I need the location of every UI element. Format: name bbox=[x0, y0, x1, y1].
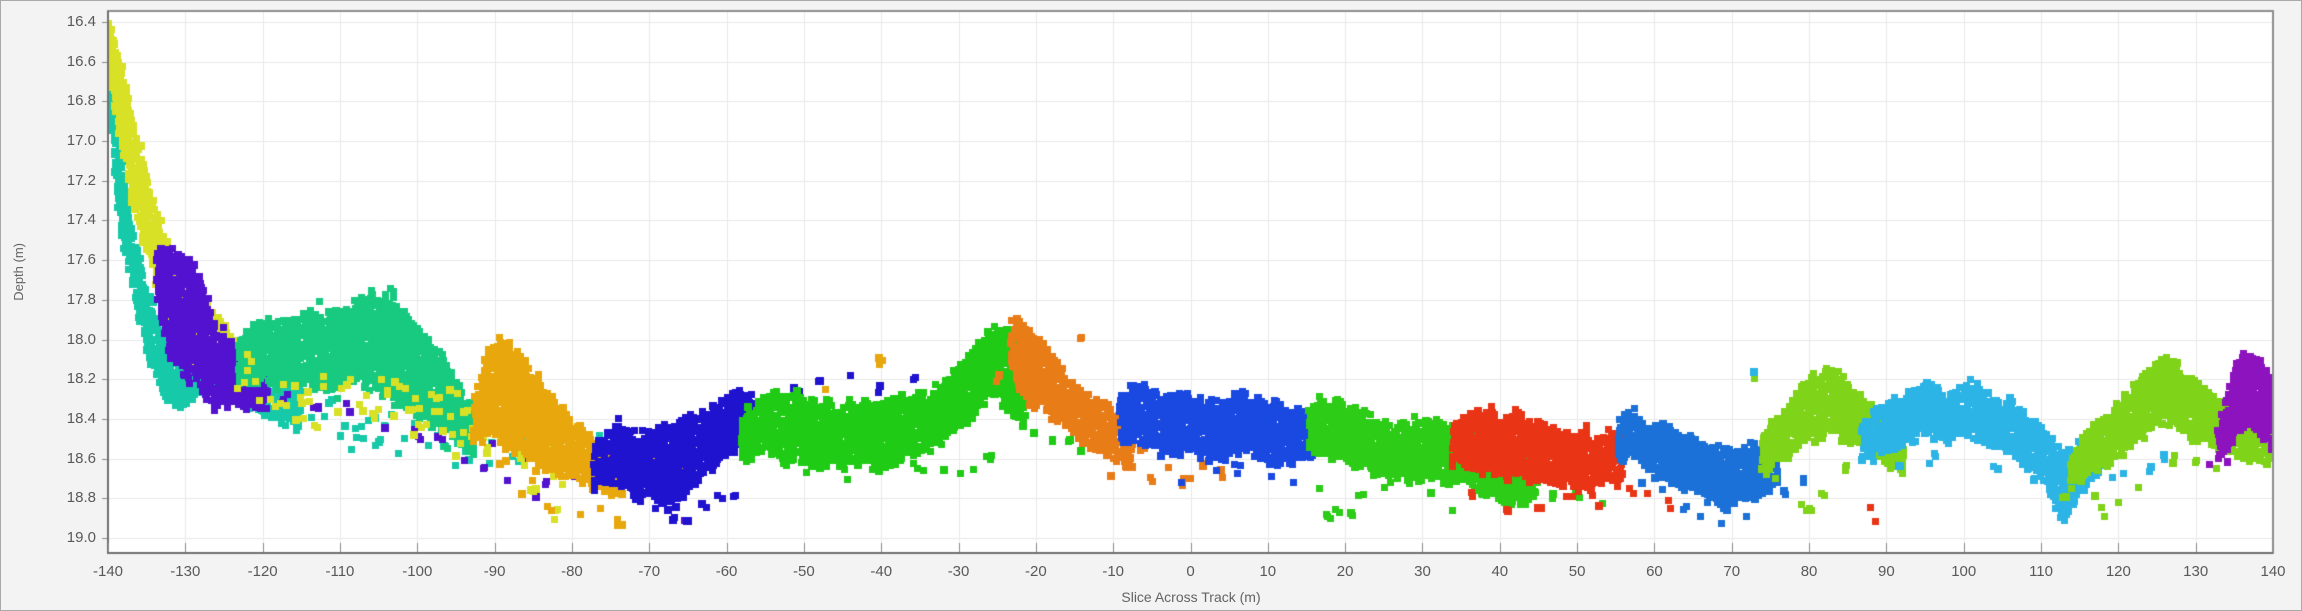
y-tick-label: 19.0 bbox=[66, 529, 96, 547]
x-tick-label: -10 bbox=[1102, 563, 1125, 580]
x-tick-label: -50 bbox=[793, 563, 815, 580]
y-tick-label: 16.4 bbox=[66, 12, 96, 30]
x-tick-label: 40 bbox=[1491, 563, 1509, 580]
x-tick-label: 50 bbox=[1568, 563, 1586, 580]
x-tick-label: -60 bbox=[715, 563, 738, 580]
x-axis-title: Slice Across Track (m) bbox=[1121, 589, 1261, 605]
x-tick-label: -130 bbox=[170, 563, 201, 580]
x-tick-label: 90 bbox=[1878, 563, 1895, 580]
x-tick-label: -70 bbox=[638, 563, 661, 580]
x-tick-label: 120 bbox=[2105, 563, 2131, 580]
y-axis-title: Depth (m) bbox=[11, 243, 26, 301]
x-tick-label: -40 bbox=[870, 563, 893, 580]
y-tick-label: 17.8 bbox=[66, 290, 96, 308]
x-tick-label: 70 bbox=[1723, 563, 1741, 580]
x-tick-label: -80 bbox=[561, 563, 583, 580]
x-tick-label: 130 bbox=[2183, 563, 2209, 580]
x-tick-label: 110 bbox=[2029, 563, 2053, 580]
y-tick-label: 18.2 bbox=[66, 370, 96, 388]
x-tick-label: 80 bbox=[1800, 563, 1818, 580]
x-tick-label: 140 bbox=[2260, 563, 2286, 580]
y-tick-label: 18.4 bbox=[66, 409, 96, 427]
x-tick-label: 0 bbox=[1186, 563, 1195, 580]
y-tick-label: 17.2 bbox=[66, 171, 96, 189]
y-tick-label: 16.8 bbox=[66, 92, 96, 110]
y-tick-label: 17.4 bbox=[66, 211, 96, 229]
x-tick-label: 10 bbox=[1259, 563, 1277, 580]
y-tick-label: 18.6 bbox=[66, 449, 96, 467]
x-tick-label: -100 bbox=[402, 563, 433, 580]
x-tick-label: -20 bbox=[1025, 563, 1047, 580]
x-tick-label: -110 bbox=[325, 563, 355, 580]
y-tick-label: 18.8 bbox=[66, 489, 96, 507]
x-tick-label: 30 bbox=[1414, 563, 1431, 580]
x-tick-label: -120 bbox=[247, 563, 278, 580]
y-tick-label: 17.0 bbox=[66, 132, 96, 150]
x-tick-label: -30 bbox=[947, 563, 970, 580]
y-tick-label: 17.6 bbox=[66, 251, 96, 269]
y-tick-label: 16.6 bbox=[66, 52, 96, 70]
x-tick-label: -140 bbox=[92, 563, 124, 580]
x-tick-label: 100 bbox=[1951, 563, 1977, 580]
x-tick-label: 20 bbox=[1336, 563, 1354, 580]
x-tick-label: 60 bbox=[1646, 563, 1663, 580]
x-tick-label: -90 bbox=[483, 563, 506, 580]
y-tick-label: 18.0 bbox=[66, 330, 96, 348]
